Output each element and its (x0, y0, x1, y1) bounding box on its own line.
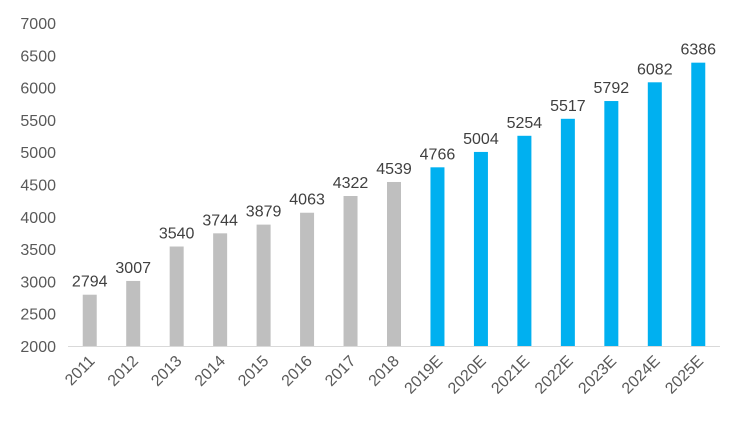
bar-2018 (387, 181, 401, 346)
data-label-2011: 2794 (72, 274, 108, 291)
bar-2017 (343, 195, 358, 346)
data-label-2013: 3540 (159, 226, 195, 243)
data-label-2022e: 5517 (550, 98, 586, 115)
y-tick-label: 6500 (20, 48, 56, 65)
y-tick-label: 3500 (20, 242, 56, 259)
data-label-2024e: 6082 (637, 61, 673, 78)
y-tick-label: 2500 (20, 307, 56, 324)
x-category-label: 2011 (62, 353, 98, 389)
x-category-label: 2016 (279, 353, 316, 390)
x-axis-category-labels: 2011 2012 2013 2014 2015 2016 2017 20182019E202… (62, 353, 707, 398)
y-tick-label: 4500 (20, 178, 56, 195)
data-label-2023e: 5792 (594, 80, 630, 97)
bar-2011 (82, 294, 97, 346)
x-category-label: 2023E (575, 353, 620, 398)
bar-2024e (647, 82, 662, 347)
x-category-label: 2013 (148, 353, 185, 390)
x-category-label: 2024E (619, 353, 664, 398)
data-label-2014: 3744 (202, 212, 238, 229)
x-category-label: 2017 (322, 353, 359, 390)
x-category-label: 2015 (235, 353, 272, 390)
x-category-label: 2020E (445, 353, 490, 398)
x-category-label: 2022E (532, 353, 577, 398)
y-axis-tick-labels: 2000 2500 3000 3500 4000 4500 5000 5500 6000 6500… (20, 16, 56, 356)
x-category-label: 2012 (105, 353, 142, 390)
bar-2021e (517, 135, 532, 346)
x-category-label: 2025E (662, 353, 707, 398)
data-label-2018: 4539 (376, 161, 412, 178)
y-tick-label: 5500 (20, 113, 56, 130)
data-label-2015: 3879 (246, 204, 282, 221)
data-label-2025e: 6386 (680, 42, 716, 59)
y-tick-label: 3000 (20, 274, 56, 291)
bar-2014 (213, 233, 228, 346)
x-category-label: 2014 (192, 353, 229, 390)
bar-2016 (300, 212, 315, 346)
data-label-2012: 3007 (115, 260, 151, 277)
data-label-2020e: 5004 (463, 131, 499, 148)
bar-2023e (604, 101, 619, 346)
bar-2019e (430, 167, 445, 346)
bar-2022e (560, 118, 575, 346)
bar-2015 (256, 224, 271, 346)
x-category-label: 2018 (366, 353, 403, 390)
bar-2013 (169, 246, 184, 346)
data-label-2016: 4063 (289, 192, 325, 209)
data-labels: 2794 3007 3540 3744 3879 4063 4322 4539 4766 5004… (72, 42, 716, 291)
bar-2025e (691, 62, 706, 346)
data-label-2017: 4322 (333, 175, 369, 192)
data-label-2021e: 5254 (507, 115, 543, 132)
bar-2012 (126, 280, 141, 346)
y-tick-label: 4000 (20, 210, 56, 227)
y-tick-label: 5000 (20, 145, 56, 162)
x-category-label: 2021E (488, 353, 533, 398)
data-label-2019e: 4766 (420, 146, 456, 163)
bar-2020e (473, 151, 488, 346)
y-tick-label: 7000 (20, 16, 56, 33)
y-tick-label: 2000 (20, 339, 56, 356)
y-tick-label: 6000 (20, 81, 56, 98)
x-category-label: 2019E (402, 353, 447, 398)
bar-series (82, 62, 706, 347)
